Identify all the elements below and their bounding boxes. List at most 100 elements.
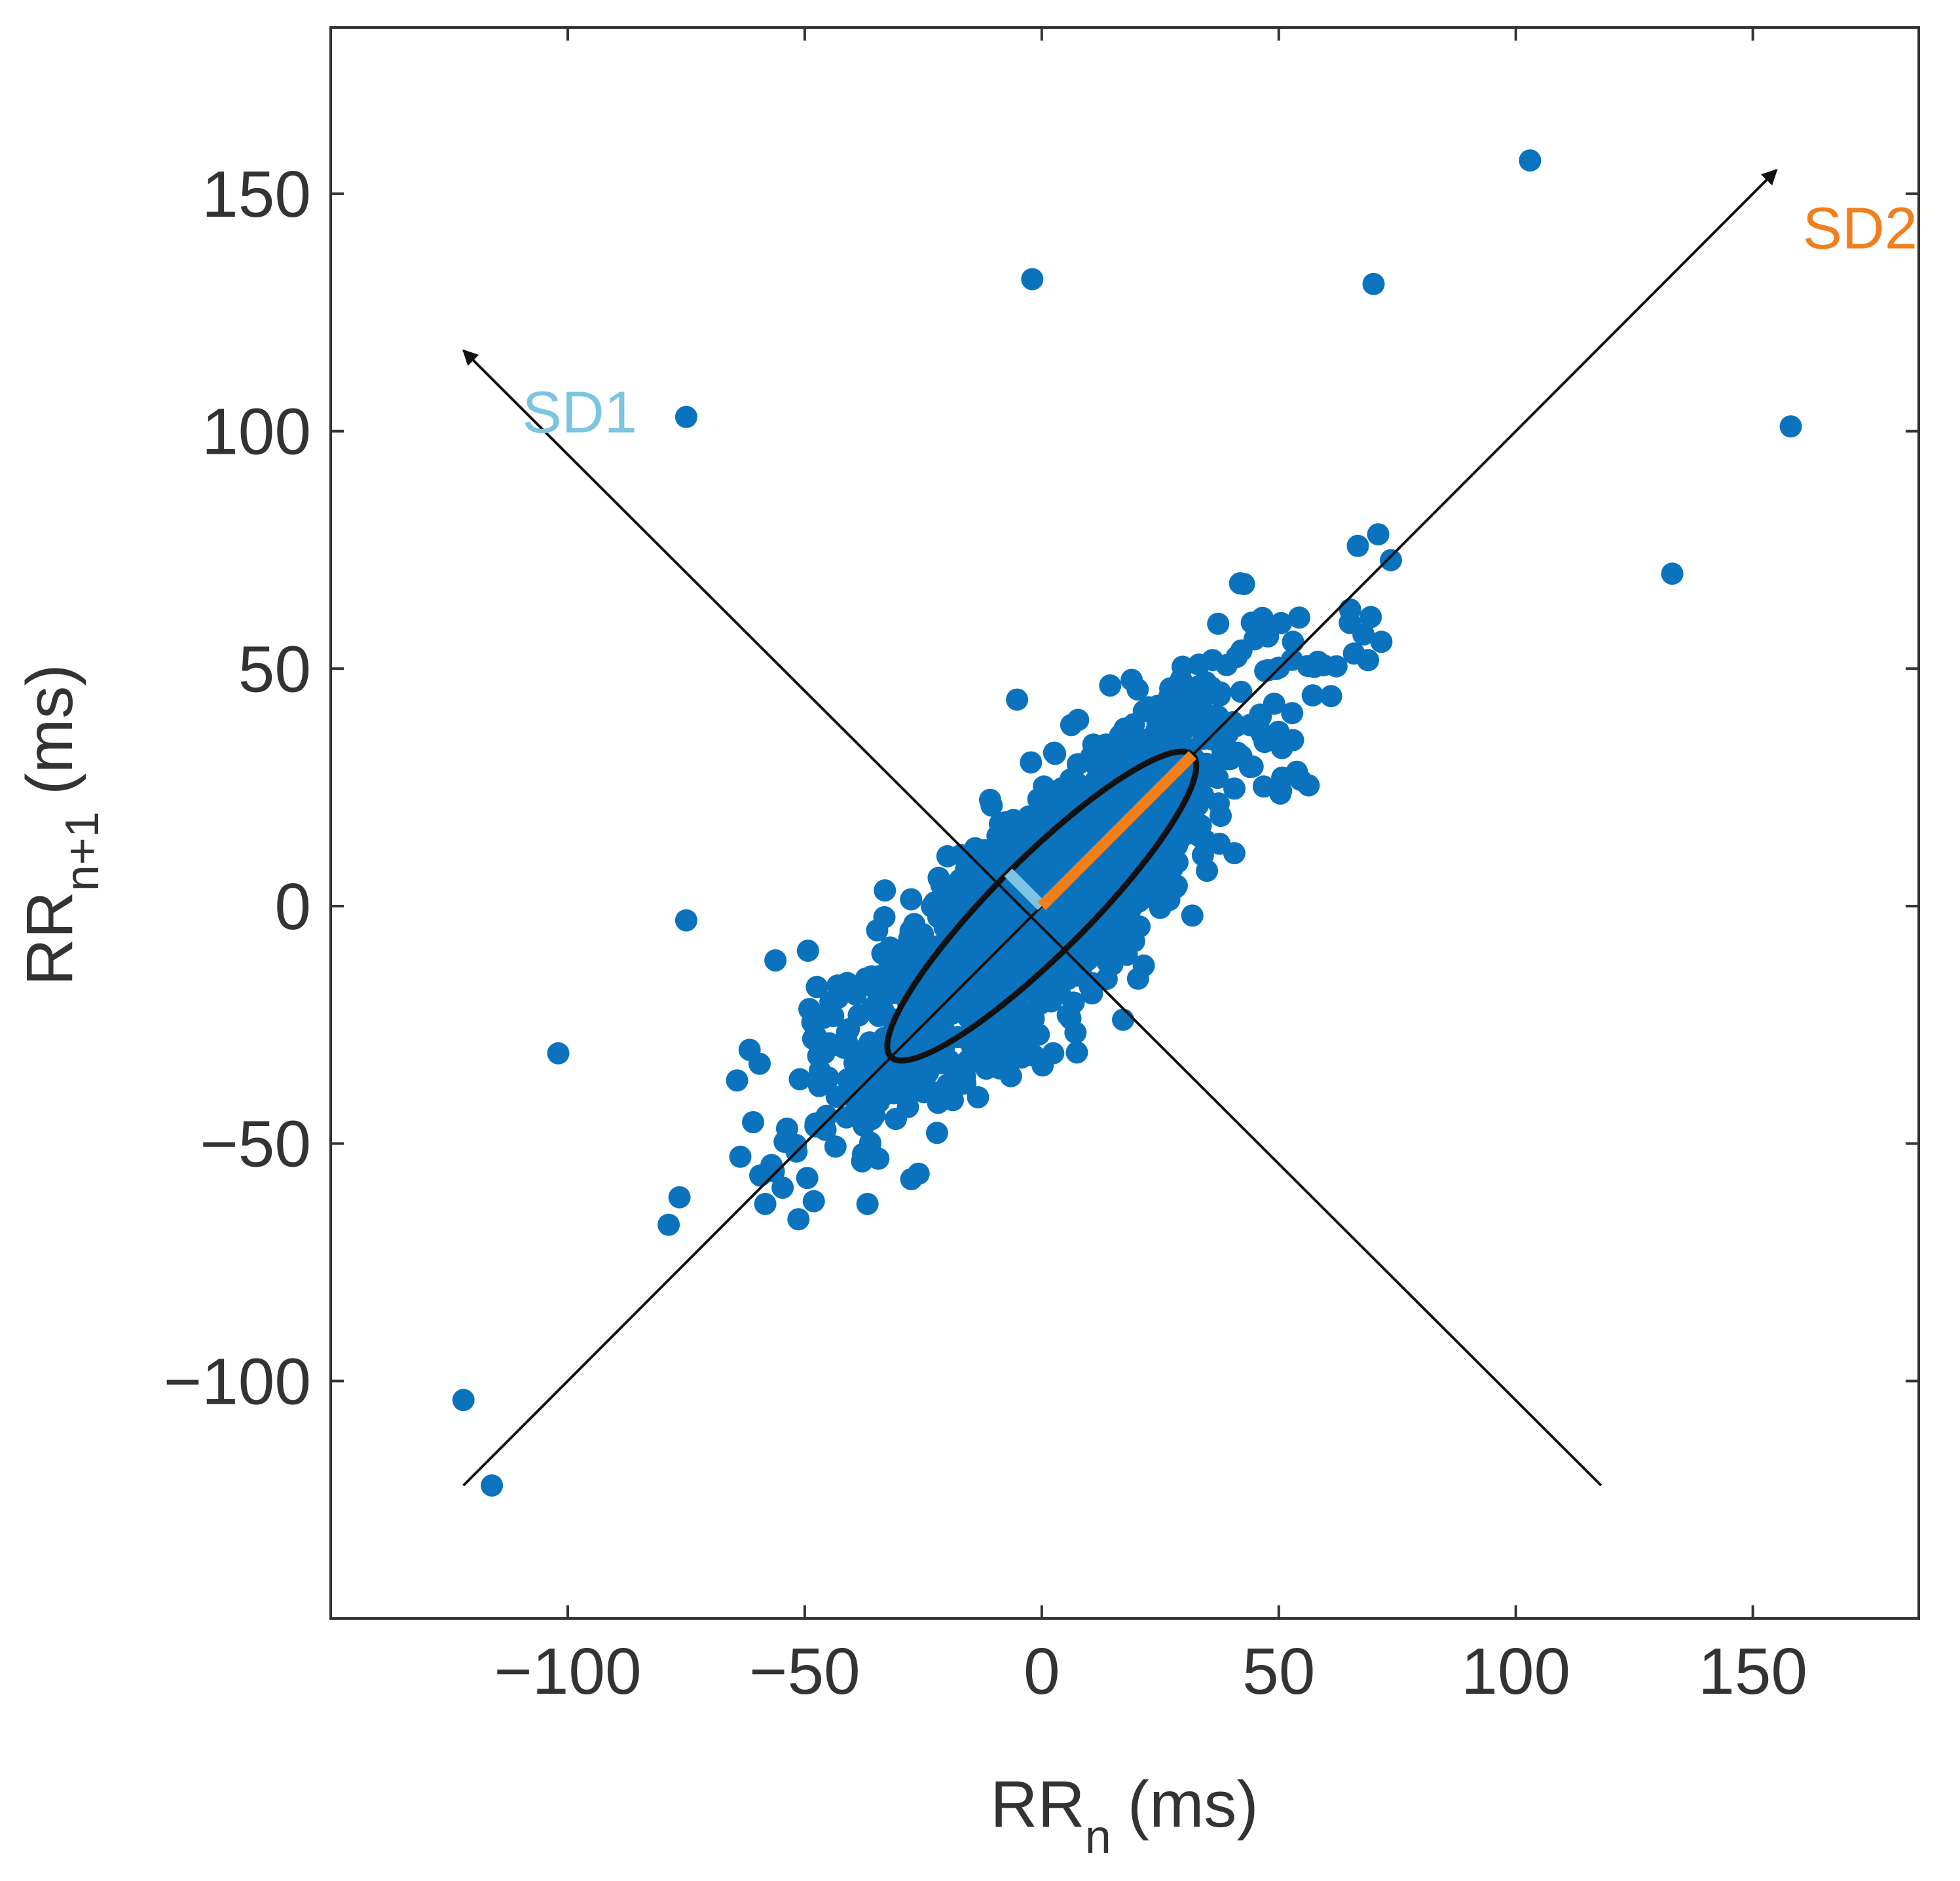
x-tick-label: 0 <box>1024 1635 1060 1708</box>
data-point <box>787 1208 810 1231</box>
data-point <box>857 1074 879 1096</box>
data-point <box>873 905 896 928</box>
y-tick-label: 0 <box>274 870 311 943</box>
data-point <box>1101 787 1124 810</box>
data-point <box>1020 1020 1043 1043</box>
data-point <box>871 942 894 965</box>
data-point <box>675 909 697 932</box>
data-point <box>1339 598 1361 621</box>
data-point <box>1002 809 1025 831</box>
sd1-segment <box>1004 868 1046 910</box>
data-point <box>788 1068 811 1091</box>
y-tick-labels: −100 −50 0 50 100 150 <box>164 158 311 1418</box>
data-point <box>893 1019 915 1042</box>
x-tick-labels: −100 −50 0 50 100 150 <box>494 1635 1807 1708</box>
data-point <box>764 949 787 972</box>
data-point <box>900 888 923 911</box>
data-point <box>925 1122 948 1144</box>
data-point <box>824 1135 847 1158</box>
data-point <box>986 943 1008 966</box>
data-point <box>1143 727 1166 750</box>
x-tick-label: 50 <box>1242 1635 1315 1708</box>
data-point <box>1196 860 1219 882</box>
data-point <box>1285 760 1308 783</box>
data-point <box>1208 832 1231 855</box>
data-point <box>1249 705 1272 728</box>
data-point <box>957 1048 980 1071</box>
data-point <box>726 1069 749 1092</box>
data-point <box>1170 668 1193 691</box>
data-point <box>775 1117 798 1140</box>
data-point <box>1023 933 1046 956</box>
data-point <box>883 1059 906 1082</box>
data-point <box>1297 655 1320 678</box>
data-point <box>859 1131 881 1154</box>
data-point <box>1177 695 1200 718</box>
data-point <box>1243 628 1266 651</box>
data-point <box>1021 268 1044 291</box>
data-point <box>1230 680 1253 703</box>
data-point <box>995 902 1018 924</box>
data-point <box>913 929 936 952</box>
data-point <box>1160 858 1183 880</box>
data-point <box>955 858 977 881</box>
data-point <box>980 843 1002 866</box>
data-point <box>885 1108 907 1131</box>
data-point <box>1251 723 1274 746</box>
data-point <box>936 845 959 867</box>
data-point <box>1064 1021 1087 1044</box>
data-point <box>930 873 953 896</box>
data-point <box>1357 649 1380 672</box>
data-point <box>1012 955 1035 978</box>
data-point <box>1006 688 1029 711</box>
data-point <box>547 1042 570 1065</box>
data-point <box>1139 882 1161 905</box>
sd2-segment <box>1037 751 1197 910</box>
x-tick-label: −100 <box>494 1635 641 1708</box>
data-point <box>1270 612 1293 634</box>
y-tick-label: −100 <box>164 1345 311 1418</box>
data-point <box>940 930 963 953</box>
y-axis-label: RRn+1(ms) <box>13 664 109 985</box>
y-tick-label: 100 <box>202 395 311 469</box>
data-point <box>481 1474 504 1497</box>
data-point <box>923 970 946 993</box>
x-axis-label: RRn (ms) <box>990 1768 1258 1863</box>
data-point <box>749 1164 771 1187</box>
data-point <box>738 1038 761 1061</box>
data-point <box>1126 967 1149 990</box>
data-point <box>1065 1041 1088 1064</box>
y-tick-label: 150 <box>202 158 311 231</box>
data-point <box>804 1112 827 1135</box>
data-point <box>907 1162 930 1185</box>
data-point <box>1359 606 1382 629</box>
data-point <box>1301 684 1324 707</box>
sd2-label: SD2 <box>1803 196 1917 262</box>
data-point <box>1241 755 1264 778</box>
data-point <box>944 1062 967 1085</box>
data-point <box>729 1145 752 1168</box>
data-point <box>1045 811 1067 834</box>
data-point <box>1188 788 1211 811</box>
data-point <box>1112 1008 1134 1031</box>
data-point <box>1282 630 1304 653</box>
data-point <box>1099 674 1122 697</box>
data-point <box>923 891 946 914</box>
data-point <box>807 1044 830 1067</box>
data-point <box>1120 668 1143 691</box>
x-tick-label: 100 <box>1461 1635 1570 1708</box>
data-point <box>1325 655 1348 678</box>
data-point <box>1272 732 1294 755</box>
data-point <box>975 1057 998 1080</box>
data-point <box>1099 941 1121 964</box>
data-point <box>832 1036 855 1059</box>
data-point <box>1192 727 1215 750</box>
x-tick-label: 150 <box>1698 1635 1807 1708</box>
data-point <box>742 1111 764 1133</box>
data-point <box>1176 822 1199 845</box>
data-point <box>754 1192 777 1215</box>
data-point <box>1257 659 1280 682</box>
data-point <box>864 1000 887 1023</box>
y-tick-label: −50 <box>200 1108 311 1181</box>
